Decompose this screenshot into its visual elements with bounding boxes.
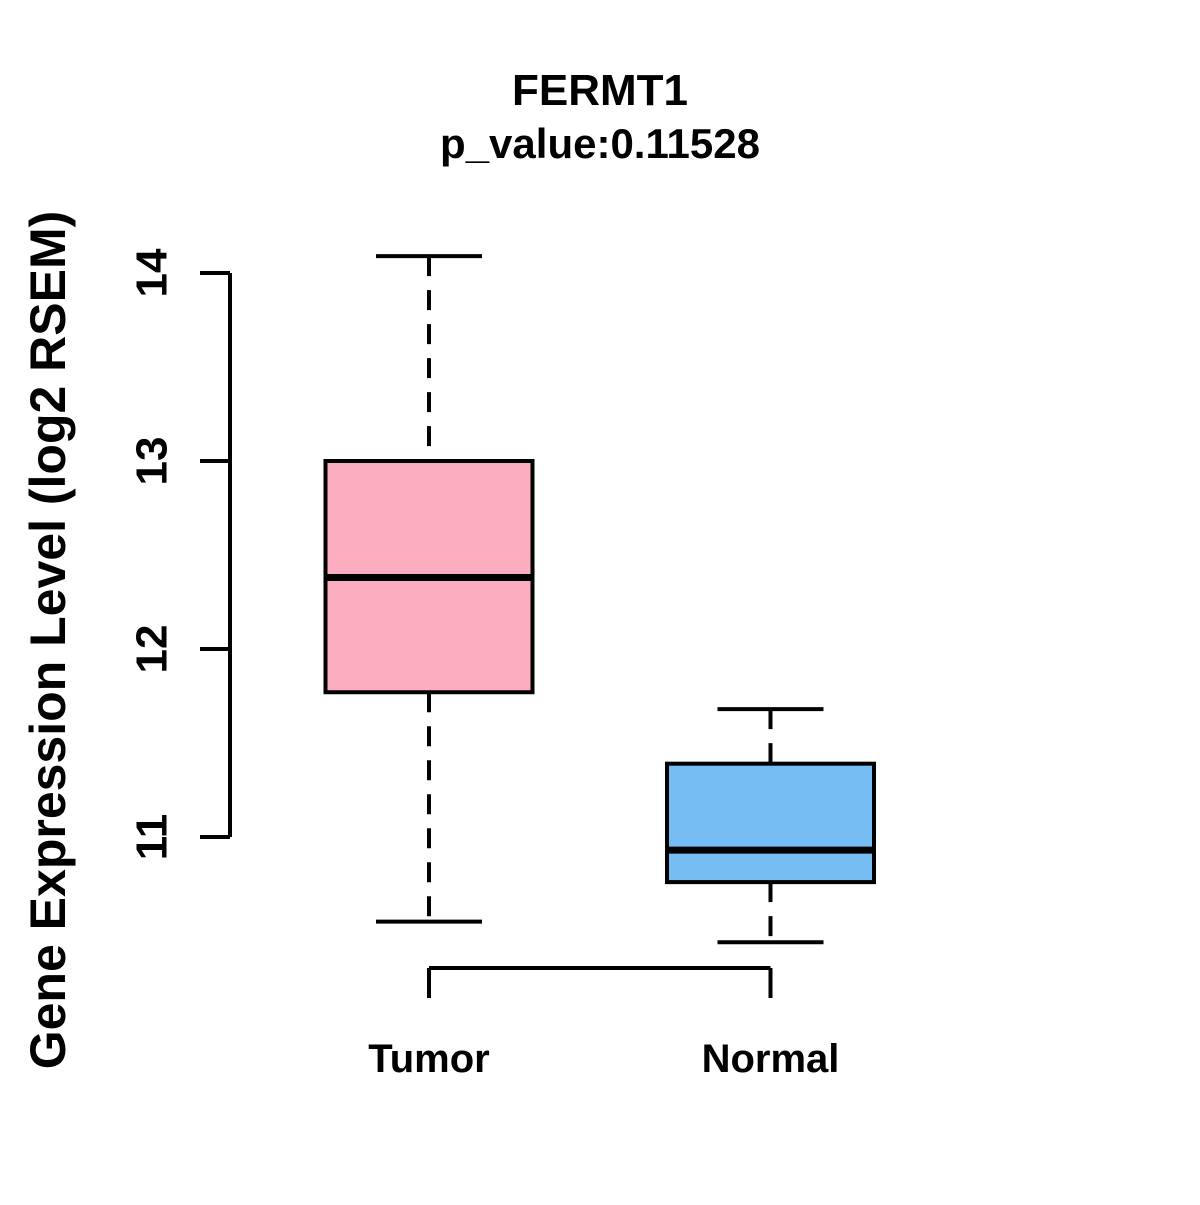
chart-title: FERMT1	[512, 66, 688, 115]
y-axis-tick-label: 11	[128, 814, 177, 861]
boxplot-series	[323, 254, 876, 945]
y-axis-tick-label: 14	[128, 248, 177, 297]
box-group-tumor	[323, 254, 535, 924]
x-axis-category-label: Normal	[702, 1037, 840, 1081]
y-axis-tick-label: 12	[128, 625, 177, 674]
x-axis-category-label: Tumor	[368, 1037, 489, 1081]
iqr-box	[665, 761, 876, 885]
y-axis-tick-label: 13	[128, 437, 177, 486]
chart-subtitle: p_value:0.11528	[440, 120, 760, 167]
axes: 11 12 13 14 Tumor Normal	[128, 248, 840, 1081]
y-axis-label: Gene Expression Level (log2 RSEM)	[20, 211, 76, 1070]
box-group-normal	[665, 707, 876, 945]
